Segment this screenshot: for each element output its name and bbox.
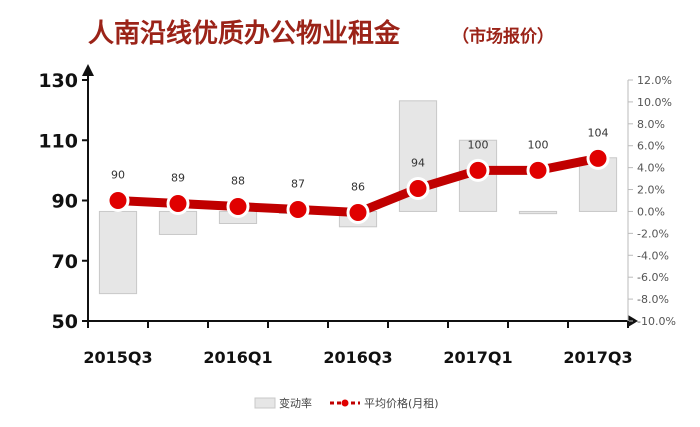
right-tick-label: 8.0% bbox=[637, 118, 665, 131]
right-tick-label: -4.0% bbox=[637, 249, 669, 262]
data-label-2015Q4: 89 bbox=[171, 172, 185, 185]
right-tick-label: 6.0% bbox=[637, 140, 665, 153]
axes bbox=[82, 64, 638, 327]
right-tick-label: -2.0% bbox=[637, 227, 669, 240]
x-tick-label: 2016Q1 bbox=[203, 348, 272, 367]
legend-swatch-bar bbox=[254, 397, 276, 409]
data-label-2016Q1: 88 bbox=[231, 175, 245, 188]
line-point-2016Q1 bbox=[226, 195, 250, 219]
bar-2017Q2 bbox=[518, 210, 558, 215]
line-point-2016Q4 bbox=[406, 176, 430, 200]
left-tick-label: 90 bbox=[52, 191, 78, 213]
right-tick-label: 4.0% bbox=[637, 162, 665, 175]
x-tick-label: 2017Q1 bbox=[443, 348, 512, 367]
right-tick-label: -10.0% bbox=[637, 315, 676, 328]
right-tick-label: -8.0% bbox=[637, 293, 669, 306]
right-tick-label: -6.0% bbox=[637, 271, 669, 284]
line-point-2015Q3 bbox=[106, 189, 130, 212]
line-point-2015Q4 bbox=[166, 192, 190, 216]
line-point-2017Q3 bbox=[586, 146, 610, 170]
x-axis-ticks: 2015Q3 2016Q1 2016Q3 2017Q1 2017Q3 bbox=[83, 321, 633, 367]
left-axis-ticks: 50 70 90 110 130 bbox=[38, 70, 88, 333]
line-series bbox=[106, 146, 610, 225]
data-label-2016Q3: 86 bbox=[351, 181, 365, 194]
x-tick-label: 2016Q3 bbox=[323, 348, 392, 367]
right-tick-label: 0.0% bbox=[637, 205, 665, 218]
legend-label-bar: 变动率 bbox=[279, 396, 312, 410]
left-tick-label: 130 bbox=[38, 70, 78, 92]
line-point-2016Q2 bbox=[286, 198, 310, 222]
data-label-2017Q1: 100 bbox=[468, 138, 489, 151]
left-tick-label: 110 bbox=[38, 130, 78, 152]
x-tick-label: 2015Q3 bbox=[83, 348, 152, 367]
chart-subtitle: （市场报价） bbox=[452, 26, 554, 47]
legend-label-line: 平均价格(月租) bbox=[364, 396, 439, 410]
line-point-2017Q1 bbox=[466, 158, 490, 182]
right-tick-label: 12.0% bbox=[637, 74, 672, 87]
bar-2015Q3 bbox=[98, 210, 138, 295]
data-label-2017Q3: 104 bbox=[588, 126, 609, 139]
data-label-2016Q4: 94 bbox=[411, 156, 425, 169]
legend: 变动率 平均价格(月租) bbox=[254, 396, 439, 410]
right-tick-label: 2.0% bbox=[637, 184, 665, 197]
chart-title: 人南沿线优质办公物业租金 bbox=[88, 18, 401, 49]
x-tick-label: 2017Q3 bbox=[563, 348, 632, 367]
left-tick-label: 70 bbox=[52, 251, 78, 273]
line-point-2016Q3 bbox=[346, 201, 370, 225]
legend-swatch-dot bbox=[341, 399, 349, 407]
data-labels: 90 89 88 87 86 94 100 100 104 bbox=[111, 126, 609, 193]
data-label-2015Q3: 90 bbox=[111, 169, 125, 182]
data-label-2016Q2: 87 bbox=[291, 178, 305, 191]
left-axis-arrow bbox=[82, 64, 94, 76]
left-tick-label: 50 bbox=[52, 311, 78, 333]
data-label-2017Q2: 100 bbox=[528, 138, 549, 151]
right-tick-label: 10.0% bbox=[637, 96, 672, 109]
line-point-2017Q2 bbox=[526, 158, 550, 182]
right-axis-ticks: -10.0% -8.0% -6.0% -4.0% -2.0% 0.0% 2.0% 4.0% 6.… bbox=[628, 74, 676, 328]
